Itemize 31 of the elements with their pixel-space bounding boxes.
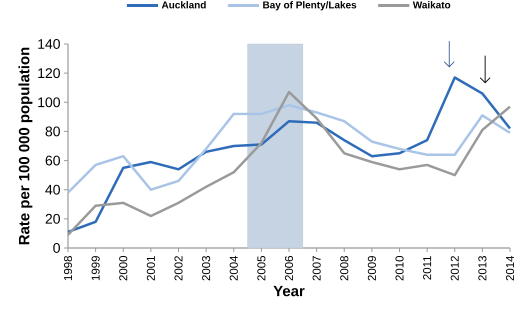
- y-tick-label: 0: [53, 243, 60, 253]
- x-tick-label: 2013: [478, 256, 486, 280]
- y-tick-label: 20: [46, 214, 60, 224]
- x-tick-label: 1998: [64, 256, 72, 280]
- x-tick-label: 2001: [146, 256, 155, 280]
- y-tick-label: 100: [38, 97, 60, 108]
- y-tick-label: 140: [38, 39, 60, 49]
- legend-label: Waikato: [412, 1, 450, 8]
- x-tick-label: 2014: [506, 256, 514, 280]
- y-tick-label: 60: [46, 156, 60, 166]
- x-tick-label: 2012: [450, 256, 459, 280]
- x-tick-label: 2006: [284, 256, 294, 280]
- x-axis-title: Year: [273, 286, 305, 296]
- x-tick-label: 2011: [423, 256, 432, 280]
- x-tick-label: 2003: [202, 256, 210, 280]
- y-tick-label: 40: [45, 184, 60, 195]
- legend-label: Auckland: [162, 1, 206, 8]
- y-tick-label: 120: [38, 68, 60, 78]
- legend-label: Bay of Plenty/Lakes: [263, 1, 356, 10]
- x-tick-label: 2002: [174, 256, 183, 280]
- line-series: [66, 104, 512, 194]
- x-tick-label: 2004: [230, 256, 238, 280]
- x-tick-label: 2008: [340, 256, 348, 280]
- x-tick-label: 1999: [92, 256, 100, 280]
- x-tick-label: 2007: [312, 256, 321, 280]
- x-tick-label: 2005: [257, 256, 266, 280]
- x-tick-label: 2010: [395, 256, 404, 280]
- x-tick-label: 2009: [368, 256, 376, 280]
- x-tick-label: 2000: [119, 256, 128, 280]
- y-axis-title: Rate per 100 000 population: [18, 48, 32, 244]
- y-tick-label: 80: [46, 126, 60, 136]
